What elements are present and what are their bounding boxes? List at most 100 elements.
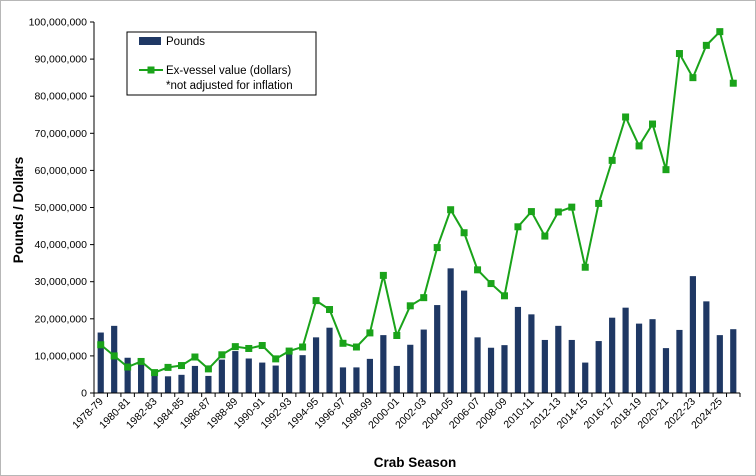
- pounds-bars: [97, 268, 737, 393]
- pounds-bar: [218, 359, 225, 393]
- value-point: [500, 292, 508, 300]
- value-point: [460, 229, 468, 237]
- pounds-bar: [138, 362, 145, 393]
- x-axis-title: Crab Season: [374, 455, 457, 470]
- pounds-bar: [662, 348, 670, 393]
- y-tick-label: 70,000,000: [34, 128, 87, 140]
- value-point: [204, 365, 212, 373]
- legend-pounds-label: Pounds: [166, 36, 205, 48]
- y-tick-label: 0: [81, 388, 87, 400]
- legend-inflation-note: *not adjusted for inflation: [166, 80, 293, 92]
- y-tick-label: 40,000,000: [34, 239, 87, 251]
- pounds-bar: [582, 362, 589, 393]
- value-point: [231, 343, 239, 351]
- y-tick-labels: 0 10,000,000 20,000,000 30,000,000 40,000,00…: [29, 17, 88, 400]
- value-point: [716, 28, 724, 36]
- legend: Pounds Ex-vessel value (dollars) *not ad…: [126, 31, 317, 96]
- y-tick-label: 90,000,000: [34, 54, 87, 66]
- value-point: [97, 341, 105, 349]
- value-point: [218, 351, 226, 359]
- pounds-bar: [393, 365, 400, 393]
- value-point: [352, 343, 360, 351]
- value-point: [191, 353, 199, 361]
- value-point: [299, 343, 307, 351]
- x-tick-labels: 1978-791980-811982-831984-851986-871988-…: [70, 396, 725, 432]
- value-point: [393, 332, 401, 339]
- value-point: [406, 302, 414, 310]
- y-tick-label: 30,000,000: [34, 276, 87, 288]
- value-point: [151, 369, 159, 377]
- pounds-bar: [272, 365, 279, 393]
- pounds-bar: [178, 374, 185, 393]
- pounds-bar: [649, 319, 656, 393]
- pounds-bar: [703, 301, 710, 393]
- pounds-bar: [232, 351, 239, 393]
- pounds-bar: [245, 358, 252, 393]
- pounds-bar: [689, 276, 696, 393]
- value-point: [635, 142, 643, 150]
- y-tick-label: 50,000,000: [34, 202, 87, 214]
- y-tick-label: 20,000,000: [34, 313, 87, 325]
- value-point: [608, 156, 616, 164]
- value-point: [312, 297, 320, 305]
- value-point: [366, 329, 374, 337]
- legend-value-label: Ex-vessel value (dollars): [166, 65, 291, 77]
- value-point: [514, 223, 522, 231]
- axes: [90, 21, 741, 397]
- value-point: [581, 263, 589, 271]
- pounds-bar: [326, 327, 333, 393]
- pounds-bar: [528, 314, 535, 393]
- pounds-bar: [286, 351, 293, 393]
- value-point: [339, 339, 347, 347]
- pounds-bar: [568, 339, 575, 393]
- pounds-bar: [541, 339, 548, 393]
- pounds-bar: [164, 376, 172, 393]
- pounds-bar: [609, 317, 616, 393]
- pounds-bar: [312, 337, 320, 393]
- pounds-bar: [353, 367, 360, 393]
- y-tick-label: 80,000,000: [34, 91, 87, 103]
- value-point: [245, 344, 253, 352]
- y-tick-label: 100,000,000: [29, 17, 88, 29]
- value-point: [541, 232, 549, 240]
- pounds-bar: [191, 365, 199, 393]
- pounds-bar: [111, 325, 118, 393]
- value-point: [177, 362, 185, 370]
- pounds-bar: [676, 329, 683, 393]
- pounds-bar: [501, 345, 508, 393]
- pounds-bar: [407, 344, 414, 393]
- pounds-bar: [447, 268, 454, 393]
- value-point: [110, 352, 118, 360]
- value-point: [285, 347, 293, 355]
- pounds-bar: [380, 335, 387, 393]
- value-point: [487, 280, 495, 288]
- value-point: [326, 306, 334, 314]
- value-point: [447, 206, 455, 214]
- value-point: [689, 74, 697, 82]
- value-point: [420, 294, 428, 302]
- pounds-bar: [474, 337, 481, 393]
- pounds-bar: [555, 325, 562, 393]
- value-point: [124, 363, 132, 371]
- pounds-bar: [259, 362, 266, 393]
- pounds-bar: [124, 357, 131, 393]
- value-point: [702, 41, 710, 49]
- pounds-bar: [487, 347, 495, 393]
- y-tick-label: 60,000,000: [34, 165, 87, 177]
- pounds-bar: [514, 306, 522, 393]
- y-axis-title: Pounds / Dollars: [11, 157, 26, 264]
- value-point: [729, 79, 737, 87]
- pounds-bar: [339, 367, 347, 393]
- pounds-bar: [730, 329, 737, 393]
- pounds-bar: [716, 335, 723, 393]
- pounds-bar: [151, 375, 158, 393]
- pounds-bar: [461, 290, 468, 393]
- value-point: [622, 113, 630, 121]
- pounds-bar: [635, 323, 643, 393]
- value-point: [568, 203, 576, 211]
- value-point: [137, 357, 145, 365]
- value-point: [595, 199, 603, 207]
- value-point: [527, 208, 535, 216]
- legend-value-swatch-marker: [147, 66, 155, 74]
- pounds-bar: [97, 332, 104, 393]
